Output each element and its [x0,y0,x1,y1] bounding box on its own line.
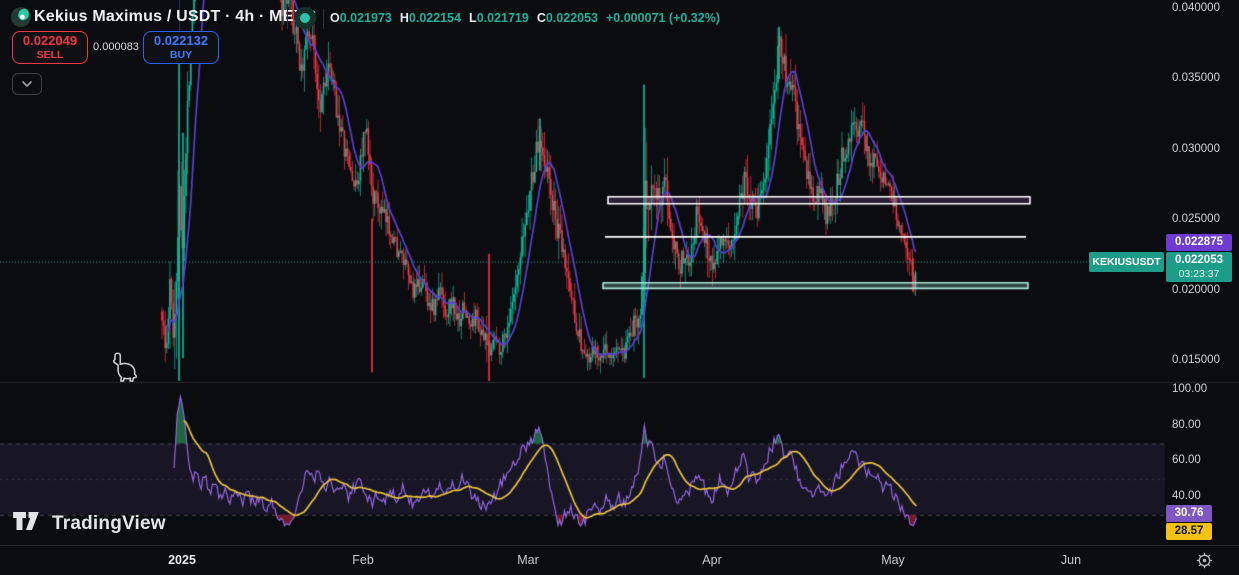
high-label: H [399,11,409,25]
price-tick-label: 0.035000 [1172,72,1220,84]
close-label: C [536,11,546,25]
sell-label: SELL [36,48,64,61]
price-tick-label: 0.030000 [1172,142,1220,155]
open-label: O [330,11,340,25]
rsi-value: 30.76 [1174,507,1204,520]
rsi-value-badge: 30.76 [1166,505,1212,523]
tradingview-watermark[interactable]: TradingView [13,512,166,536]
rsi-ma-value-badge: 28.57 [1166,523,1212,541]
price-tick-label: 0.040000 [1172,1,1220,14]
high-value: 0.022154 [408,11,462,25]
last-price-value: 0.022053 [1175,253,1223,266]
buy-label: BUY [169,48,193,61]
open-value: 0.021973 [339,11,392,25]
sell-button[interactable]: 0.022049 SELL [12,31,88,64]
close-value: 0.022053 [545,11,598,25]
time-axis-label: Mar [517,553,539,567]
last-price-badge: 0.022053 03:23:37 [1166,251,1232,282]
low-value: 0.021719 [476,11,529,25]
change-value: +0.000071 (+0.32%) [606,11,720,25]
bar-countdown: 03:23:37 [1178,267,1220,280]
price-line-symbol-tag: KEKIUSUSDT [1089,251,1164,272]
chevron-down-icon [22,81,32,87]
time-axis[interactable]: 2025 Feb Mar Apr May Jun [0,545,1239,575]
spread-value: 0.000083 [93,41,139,53]
alert-price-badge[interactable]: 0.022875 [1166,233,1232,251]
status-dot-icon [300,13,310,23]
header-divider [323,9,324,29]
price-tick-label: 0.025000 [1172,213,1220,225]
buy-price: 0.022132 [153,33,209,48]
price-tick-label: 0.015000 [1172,354,1220,366]
rsi-tick-label: 80.00 [1172,418,1201,431]
rsi-tick-label: 40.00 [1172,489,1201,502]
price-tick-label: 0.020000 [1172,283,1220,296]
symbol-logo [11,7,31,27]
buy-button[interactable]: 0.022132 BUY [143,31,219,64]
timezone-settings-icon[interactable] [1196,552,1213,569]
dino-doodle-icon [112,352,138,382]
time-axis-label: Apr [702,553,722,567]
rsi-ma-value: 28.57 [1174,525,1204,538]
ohlc-row: O0.021973 H0.022154 L0.021719 C0.022053 +0.0… [330,11,720,25]
header-divider [287,9,288,29]
time-axis-label: May [881,553,905,567]
connection-status-indicator[interactable] [294,7,316,29]
symbol-title[interactable]: Kekius Maximus / USDT · 4h · MEXC [34,8,317,25]
rsi-tick-label: 100.00 [1172,383,1208,395]
tradingview-logo-text: TradingView [52,513,166,534]
alert-price-value: 0.022875 [1175,235,1223,248]
symbol-tag-label: KEKIUSUSDT [1092,255,1161,268]
low-label: L [469,11,477,25]
rsi-tick-label: 60.00 [1172,454,1201,467]
toolbar-collapse-button[interactable] [12,73,42,95]
coin-swirl-icon [16,7,31,22]
time-axis-label: Jun [1060,553,1082,567]
sell-price: 0.022049 [22,33,78,48]
time-axis-label: Feb [352,553,374,567]
time-axis-label: 2025 [168,553,196,567]
tradingview-logo-icon [13,512,39,530]
